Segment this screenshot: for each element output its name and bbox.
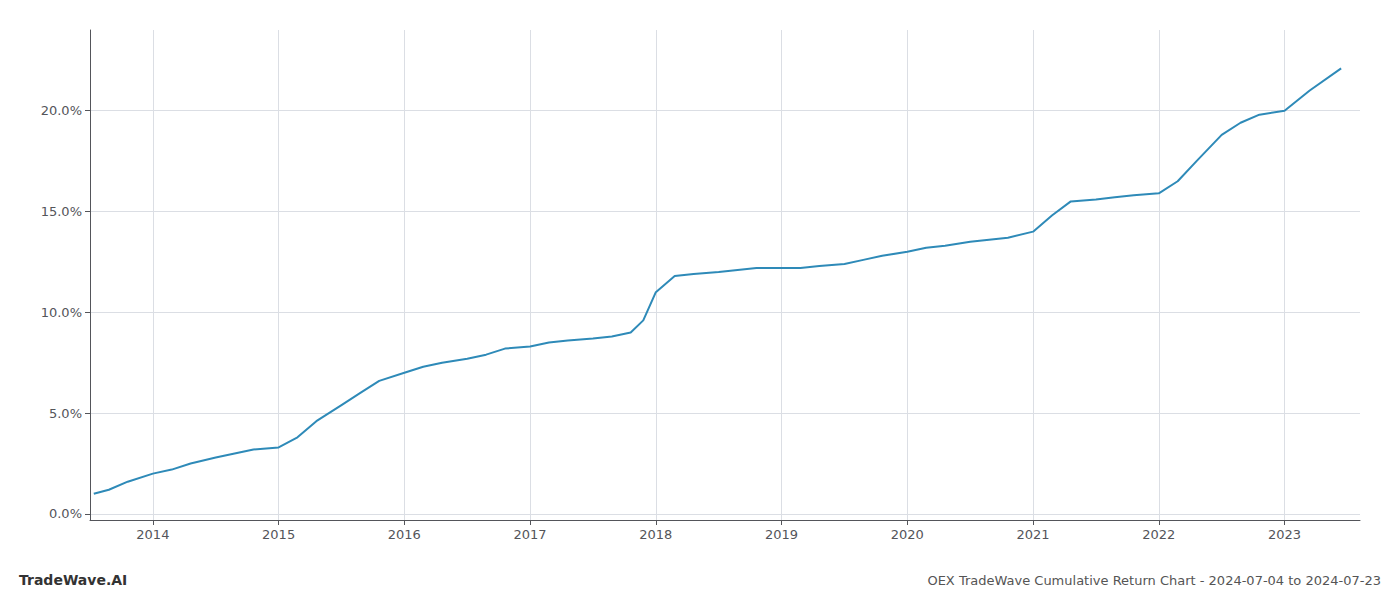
svg-text:2019: 2019: [765, 527, 798, 542]
svg-text:20.0%: 20.0%: [41, 103, 82, 118]
svg-text:15.0%: 15.0%: [41, 204, 82, 219]
svg-text:2018: 2018: [639, 527, 672, 542]
svg-text:2022: 2022: [1142, 527, 1175, 542]
svg-text:2021: 2021: [1017, 527, 1050, 542]
svg-text:0.0%: 0.0%: [49, 506, 82, 521]
svg-text:2020: 2020: [891, 527, 924, 542]
svg-text:10.0%: 10.0%: [41, 305, 82, 320]
svg-text:TradeWave.AI: TradeWave.AI: [19, 572, 127, 588]
svg-text:OEX TradeWave Cumulative Retur: OEX TradeWave Cumulative Return Chart - …: [927, 573, 1381, 588]
svg-text:5.0%: 5.0%: [49, 406, 82, 421]
svg-text:2023: 2023: [1268, 527, 1301, 542]
svg-text:2015: 2015: [262, 527, 295, 542]
svg-text:2017: 2017: [514, 527, 547, 542]
svg-text:2014: 2014: [136, 527, 169, 542]
svg-text:2016: 2016: [388, 527, 421, 542]
